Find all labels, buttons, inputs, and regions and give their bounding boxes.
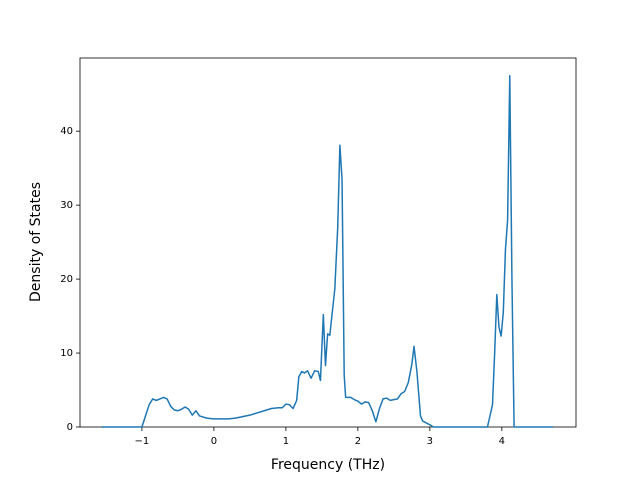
x-tick-label: 0: [211, 436, 217, 447]
plot-frame: [79, 57, 577, 428]
series-line: [101, 74, 553, 428]
y-tick-label: 30: [60, 200, 73, 211]
x-tick-label: 1: [283, 436, 289, 447]
x-axis-label: Frequency (THz): [271, 457, 385, 473]
x-tick-label: −1: [135, 436, 150, 447]
y-tick-label: 10: [60, 348, 73, 359]
y-axis-label: Density of States: [28, 182, 44, 302]
y-tick-label: 0: [67, 422, 73, 433]
y-tick-label: 20: [60, 274, 73, 285]
y-tick-label: 40: [60, 126, 73, 137]
x-tick-label: 3: [427, 436, 433, 447]
x-tick-label: 2: [355, 436, 361, 447]
x-tick-label: 4: [499, 436, 505, 447]
